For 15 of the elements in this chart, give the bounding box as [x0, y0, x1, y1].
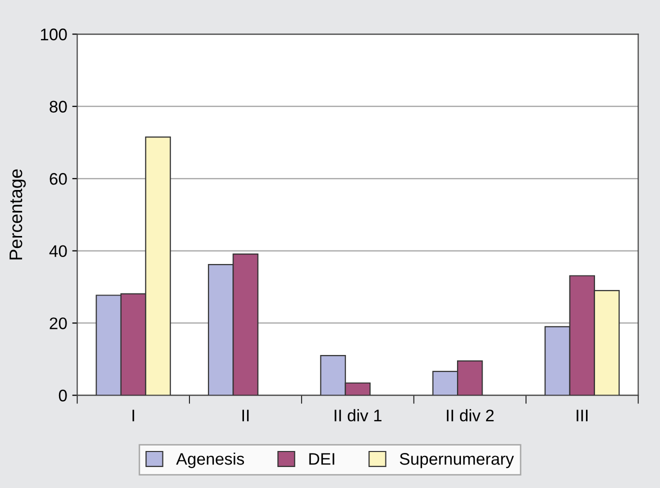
x-tick-label: I [132, 410, 134, 422]
legend-label: Supernumerary [400, 453, 514, 468]
y-tick-label: 20 [50, 317, 67, 330]
x-tick-label: II div 2 [446, 409, 494, 422]
y-tick-label: 80 [50, 100, 67, 113]
x-tick-label: II div 1 [334, 409, 382, 422]
y-tick-label: 0 [58, 390, 67, 402]
y-tick-label: 40 [49, 245, 67, 258]
y-tick-label: 60 [50, 173, 67, 185]
x-tick-label: II [242, 410, 249, 422]
legend-label: DEI [309, 453, 334, 465]
y-tick-label: 100 [40, 28, 67, 40]
legend-label: Agenesis [176, 452, 244, 468]
x-tick-label: III [576, 410, 588, 422]
y-axis-title: Percentage [10, 169, 26, 260]
